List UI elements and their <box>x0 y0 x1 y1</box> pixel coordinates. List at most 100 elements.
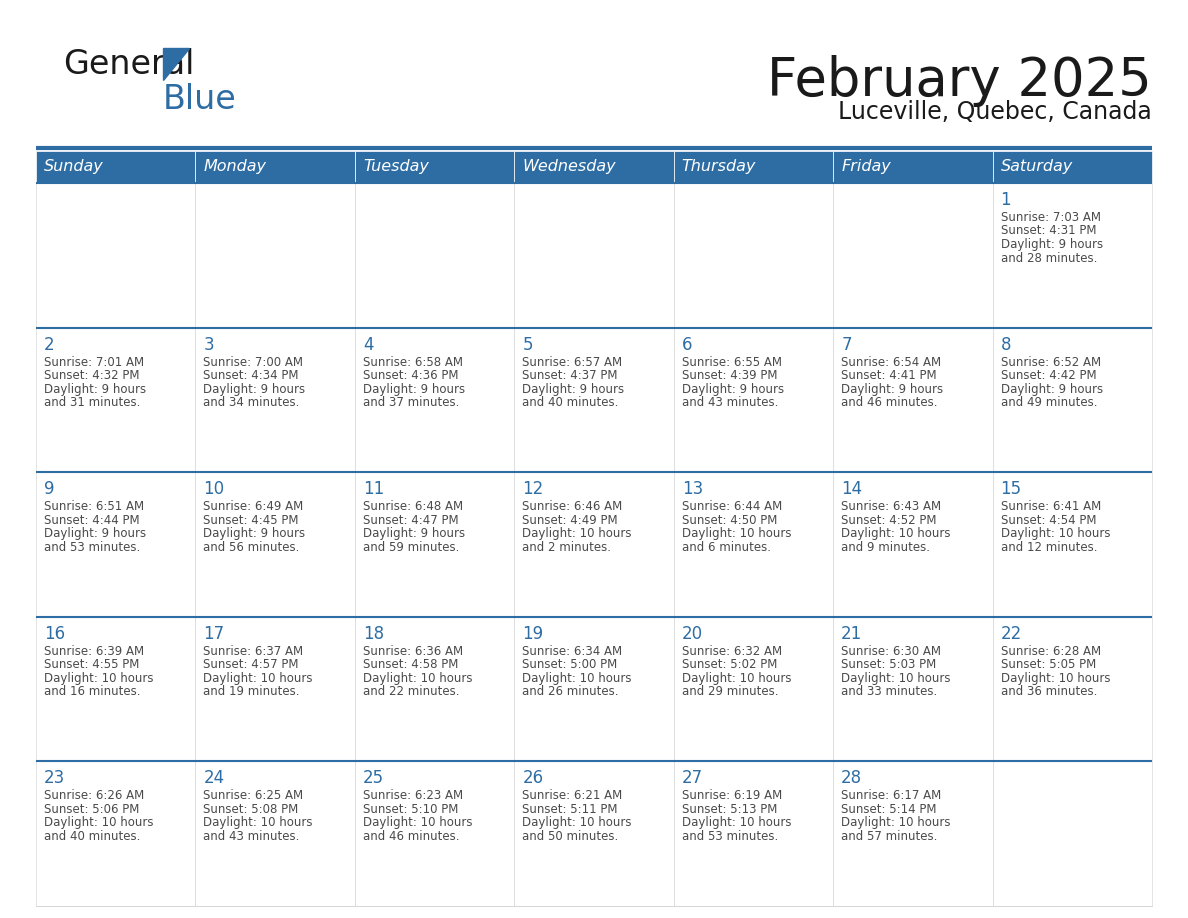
Text: Sunset: 5:11 PM: Sunset: 5:11 PM <box>523 803 618 816</box>
Text: Thursday: Thursday <box>682 160 756 174</box>
Text: Daylight: 9 hours: Daylight: 9 hours <box>682 383 784 396</box>
Polygon shape <box>163 48 189 80</box>
Bar <box>833 328 992 472</box>
Text: and 49 minutes.: and 49 minutes. <box>1000 396 1097 409</box>
Text: Daylight: 10 hours: Daylight: 10 hours <box>1000 672 1110 685</box>
Text: Sunrise: 6:32 AM: Sunrise: 6:32 AM <box>682 644 782 658</box>
Text: Sunset: 5:00 PM: Sunset: 5:00 PM <box>523 658 618 671</box>
Text: Daylight: 9 hours: Daylight: 9 hours <box>44 383 146 396</box>
Text: Daylight: 10 hours: Daylight: 10 hours <box>1000 527 1110 540</box>
Text: Sunrise: 6:52 AM: Sunrise: 6:52 AM <box>1000 355 1101 369</box>
Text: Daylight: 9 hours: Daylight: 9 hours <box>841 383 943 396</box>
Bar <box>992 761 1152 906</box>
Text: 26: 26 <box>523 769 543 788</box>
Text: and 43 minutes.: and 43 minutes. <box>203 830 299 843</box>
Text: Tuesday: Tuesday <box>362 160 429 174</box>
Text: Sunrise: 6:43 AM: Sunrise: 6:43 AM <box>841 500 941 513</box>
Text: Sunrise: 6:58 AM: Sunrise: 6:58 AM <box>362 355 463 369</box>
Bar <box>833 151 992 183</box>
Bar <box>355 151 514 183</box>
Text: Sunset: 4:49 PM: Sunset: 4:49 PM <box>523 514 618 527</box>
Text: and 6 minutes.: and 6 minutes. <box>682 541 771 554</box>
Text: Sunset: 5:08 PM: Sunset: 5:08 PM <box>203 803 298 816</box>
Text: and 28 minutes.: and 28 minutes. <box>1000 252 1097 264</box>
Text: and 56 minutes.: and 56 minutes. <box>203 541 299 554</box>
Text: and 29 minutes.: and 29 minutes. <box>682 686 778 699</box>
Text: and 53 minutes.: and 53 minutes. <box>44 541 140 554</box>
Text: Daylight: 10 hours: Daylight: 10 hours <box>682 527 791 540</box>
Text: Sunrise: 6:21 AM: Sunrise: 6:21 AM <box>523 789 623 802</box>
Bar <box>514 617 674 761</box>
Text: Daylight: 10 hours: Daylight: 10 hours <box>841 672 950 685</box>
Text: Sunset: 5:13 PM: Sunset: 5:13 PM <box>682 803 777 816</box>
Bar <box>36 183 196 328</box>
Text: and 53 minutes.: and 53 minutes. <box>682 830 778 843</box>
Bar <box>355 761 514 906</box>
Text: Daylight: 10 hours: Daylight: 10 hours <box>523 816 632 829</box>
Text: Daylight: 10 hours: Daylight: 10 hours <box>44 672 153 685</box>
Text: 4: 4 <box>362 336 373 353</box>
Text: Sunrise: 6:57 AM: Sunrise: 6:57 AM <box>523 355 623 369</box>
Text: 28: 28 <box>841 769 862 788</box>
Text: Sunday: Sunday <box>44 160 103 174</box>
Text: 20: 20 <box>682 625 703 643</box>
Bar <box>36 617 196 761</box>
Bar <box>36 328 196 472</box>
Text: Sunrise: 6:30 AM: Sunrise: 6:30 AM <box>841 644 941 658</box>
Text: Sunset: 4:58 PM: Sunset: 4:58 PM <box>362 658 459 671</box>
Text: and 31 minutes.: and 31 minutes. <box>44 396 140 409</box>
Text: 15: 15 <box>1000 480 1022 498</box>
Text: Sunset: 4:57 PM: Sunset: 4:57 PM <box>203 658 299 671</box>
Text: Sunset: 5:05 PM: Sunset: 5:05 PM <box>1000 658 1095 671</box>
Text: and 12 minutes.: and 12 minutes. <box>1000 541 1097 554</box>
Text: Luceville, Quebec, Canada: Luceville, Quebec, Canada <box>839 100 1152 124</box>
Text: Daylight: 9 hours: Daylight: 9 hours <box>203 527 305 540</box>
Bar <box>514 183 674 328</box>
Text: Sunrise: 6:51 AM: Sunrise: 6:51 AM <box>44 500 144 513</box>
Text: Sunrise: 6:37 AM: Sunrise: 6:37 AM <box>203 644 304 658</box>
Bar <box>196 183 355 328</box>
Text: and 2 minutes.: and 2 minutes. <box>523 541 612 554</box>
Text: Daylight: 10 hours: Daylight: 10 hours <box>362 672 473 685</box>
Bar <box>674 183 833 328</box>
Text: Daylight: 9 hours: Daylight: 9 hours <box>1000 383 1102 396</box>
Text: Blue: Blue <box>163 83 236 116</box>
Text: Daylight: 10 hours: Daylight: 10 hours <box>682 816 791 829</box>
Text: Sunset: 4:37 PM: Sunset: 4:37 PM <box>523 369 618 382</box>
Text: and 43 minutes.: and 43 minutes. <box>682 396 778 409</box>
Text: Sunrise: 6:55 AM: Sunrise: 6:55 AM <box>682 355 782 369</box>
Text: Daylight: 9 hours: Daylight: 9 hours <box>523 383 625 396</box>
Text: and 46 minutes.: and 46 minutes. <box>841 396 937 409</box>
Text: and 9 minutes.: and 9 minutes. <box>841 541 930 554</box>
Bar <box>514 328 674 472</box>
Text: General: General <box>63 48 195 81</box>
Bar <box>992 183 1152 328</box>
Text: 14: 14 <box>841 480 862 498</box>
Text: Sunrise: 6:28 AM: Sunrise: 6:28 AM <box>1000 644 1101 658</box>
Text: Daylight: 10 hours: Daylight: 10 hours <box>203 816 312 829</box>
Text: 19: 19 <box>523 625 543 643</box>
Text: Sunrise: 6:23 AM: Sunrise: 6:23 AM <box>362 789 463 802</box>
Text: Sunrise: 6:26 AM: Sunrise: 6:26 AM <box>44 789 144 802</box>
Text: Wednesday: Wednesday <box>523 160 615 174</box>
Bar <box>196 761 355 906</box>
Text: 6: 6 <box>682 336 693 353</box>
Text: Sunrise: 6:54 AM: Sunrise: 6:54 AM <box>841 355 941 369</box>
Bar <box>992 328 1152 472</box>
Text: 17: 17 <box>203 625 225 643</box>
Text: Sunrise: 7:01 AM: Sunrise: 7:01 AM <box>44 355 144 369</box>
Text: Daylight: 10 hours: Daylight: 10 hours <box>523 672 632 685</box>
Text: Sunrise: 6:19 AM: Sunrise: 6:19 AM <box>682 789 782 802</box>
Text: 21: 21 <box>841 625 862 643</box>
Text: Sunset: 4:44 PM: Sunset: 4:44 PM <box>44 514 140 527</box>
Bar <box>833 761 992 906</box>
Text: 5: 5 <box>523 336 532 353</box>
Text: Sunset: 4:32 PM: Sunset: 4:32 PM <box>44 369 139 382</box>
Text: Sunset: 4:50 PM: Sunset: 4:50 PM <box>682 514 777 527</box>
Bar <box>355 183 514 328</box>
Text: 23: 23 <box>44 769 65 788</box>
Bar <box>196 151 355 183</box>
Text: and 57 minutes.: and 57 minutes. <box>841 830 937 843</box>
Text: Friday: Friday <box>841 160 891 174</box>
Text: Daylight: 10 hours: Daylight: 10 hours <box>841 816 950 829</box>
